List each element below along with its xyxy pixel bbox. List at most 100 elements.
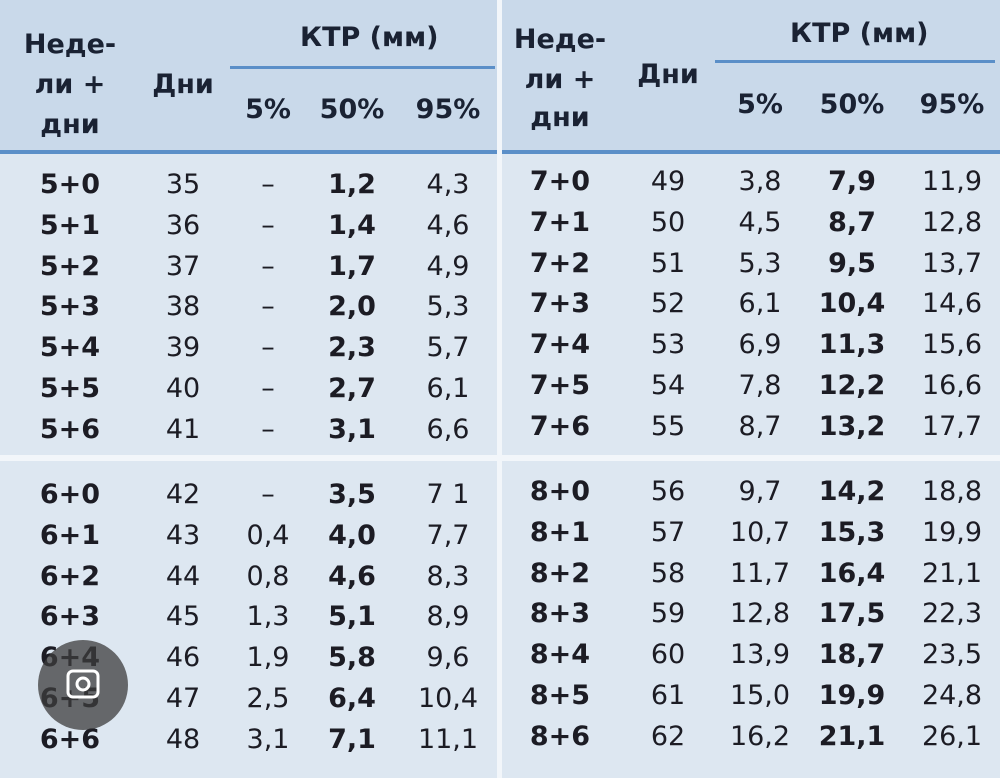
table-cell: 11,9 <box>921 166 983 197</box>
table-cell: 43 <box>165 519 201 551</box>
table-cell: 41 <box>165 413 201 445</box>
table-cell: 6,9 <box>738 329 782 361</box>
table-cell: 9,7 <box>738 476 782 507</box>
table-cell: 46 <box>165 642 201 674</box>
table-cell: – <box>261 332 275 364</box>
table-cell: 61 <box>650 680 686 711</box>
table-cell: 5,7 <box>426 332 470 364</box>
table-cell: 15,3 <box>818 516 886 548</box>
table-cell: – <box>261 291 275 323</box>
table-cell: 45 <box>165 601 201 633</box>
table-cell: 49 <box>650 166 686 197</box>
table-cell: 4,5 <box>738 206 782 238</box>
table-cell: 9,6 <box>426 642 470 674</box>
lens-icon <box>66 669 100 699</box>
table-cell: 7+6 <box>529 410 591 442</box>
header-weeks: Неде- <box>513 24 607 55</box>
table-cell: 2,5 <box>246 683 290 714</box>
table-cell: 8,7 <box>738 410 782 442</box>
header-weeks: ли + <box>34 69 106 100</box>
table-cell: – <box>261 479 275 510</box>
header-weeks: Неде- <box>23 29 117 60</box>
table-cell: 7,7 <box>426 519 470 551</box>
table-cell: 16,6 <box>921 370 983 401</box>
header-percentile: 50% <box>819 89 885 120</box>
table-cell: 13,7 <box>921 247 983 279</box>
table-cell: 7,8 <box>738 370 782 401</box>
header-weeks: дни <box>530 102 590 133</box>
table-cell: 2,7 <box>328 373 376 404</box>
table-cell: 7,1 <box>328 723 376 755</box>
table-cell: 11,7 <box>729 557 791 589</box>
table-cell: 6+0 <box>39 479 101 510</box>
table-cell: 1,4 <box>328 209 376 241</box>
table-cell: 4,6 <box>328 560 376 592</box>
table-cell: – <box>261 373 275 404</box>
table-cell: 36 <box>165 209 201 241</box>
header-days: Дни <box>637 59 699 90</box>
header-percentile: 95% <box>415 94 481 125</box>
table-cell: 10,4 <box>417 683 479 714</box>
table-cell: 21,1 <box>921 557 983 589</box>
table-cell: 57 <box>650 516 686 548</box>
table-cell: 8,9 <box>426 601 470 633</box>
table-cell: 5,3 <box>738 247 782 279</box>
table-cell: 55 <box>650 410 686 442</box>
table-cell: 17,7 <box>921 410 983 442</box>
header-ktr: КТР (мм) <box>300 22 439 53</box>
table-cell: 4,6 <box>426 209 470 241</box>
table-cell: 1,9 <box>246 642 290 674</box>
table-cell: 8+3 <box>529 598 591 630</box>
table-cell: 4,0 <box>328 519 376 551</box>
table-cell: 40 <box>165 373 201 404</box>
table-cell: 6,1 <box>426 373 470 404</box>
table-cell: 52 <box>650 288 686 320</box>
table-cell: 5+1 <box>39 209 101 241</box>
table-cell: 8+0 <box>529 476 591 507</box>
table-cell: 5+6 <box>39 413 101 445</box>
table-cell: 8+4 <box>529 639 591 671</box>
table-cell: 1,2 <box>328 169 376 200</box>
table-cell: 54 <box>650 370 686 401</box>
table-cell: 11,1 <box>417 723 479 755</box>
table-cell: 19,9 <box>818 680 886 711</box>
ktr-rule <box>715 60 995 63</box>
table-cell: 7+3 <box>529 288 591 320</box>
table-cell: 59 <box>650 598 686 630</box>
header-weeks: дни <box>40 109 100 140</box>
table-cell: 44 <box>165 560 201 592</box>
table-cell: 17,5 <box>818 598 886 630</box>
header-percentile: 50% <box>319 94 385 125</box>
table-cell: – <box>261 169 275 200</box>
table-cell: 11,3 <box>818 329 886 361</box>
table-cell: 8+2 <box>529 557 591 589</box>
lens-button[interactable] <box>38 640 128 730</box>
table-cell: 18,7 <box>818 639 886 671</box>
table-cell: 23,5 <box>921 639 983 671</box>
table-cell: 62 <box>650 720 686 752</box>
table-cell: 51 <box>650 247 686 279</box>
header-ktr: КТР (мм) <box>790 18 929 49</box>
table-cell: 12,8 <box>921 206 983 238</box>
table-cell: 15,6 <box>921 329 983 361</box>
table-cell: 5,1 <box>328 601 376 633</box>
table-cell: 53 <box>650 329 686 361</box>
table-cell: 8+1 <box>529 516 591 548</box>
table-cell: 13,9 <box>729 639 791 671</box>
table-cell: 8+5 <box>529 680 591 711</box>
table-cell: 7+0 <box>529 166 591 197</box>
table-cell: 5+2 <box>39 250 101 282</box>
table-cell: 39 <box>165 332 201 364</box>
table-cell: 9,5 <box>828 247 876 279</box>
table-cell: 5+0 <box>39 169 101 200</box>
table-cell: 60 <box>650 639 686 671</box>
table-cell: 5+3 <box>39 291 101 323</box>
table-cell: 1,7 <box>328 250 376 282</box>
table-cell: 19,9 <box>921 516 983 548</box>
header-percentile: 5% <box>737 89 783 120</box>
table-cell: 18,8 <box>921 476 983 507</box>
table-cell: 37 <box>165 250 201 282</box>
table-cell: 16,2 <box>729 720 791 752</box>
table-cell: – <box>261 209 275 241</box>
table-cell: 1,3 <box>246 601 290 633</box>
